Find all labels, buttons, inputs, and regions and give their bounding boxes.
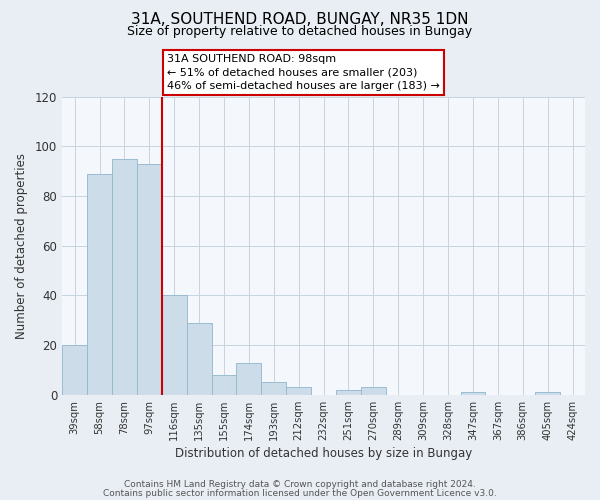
Bar [87,174,112,395]
Bar [262,382,286,395]
Text: Contains public sector information licensed under the Open Government Licence v3: Contains public sector information licen… [103,488,497,498]
Bar [62,345,87,395]
Bar [461,392,485,395]
Bar [137,164,162,395]
Bar [535,392,560,395]
Text: Size of property relative to detached houses in Bungay: Size of property relative to detached ho… [127,25,473,38]
Text: 31A, SOUTHEND ROAD, BUNGAY, NR35 1DN: 31A, SOUTHEND ROAD, BUNGAY, NR35 1DN [131,12,469,28]
Y-axis label: Number of detached properties: Number of detached properties [15,152,28,338]
X-axis label: Distribution of detached houses by size in Bungay: Distribution of detached houses by size … [175,447,472,460]
Bar [236,362,262,395]
Bar [361,388,386,395]
Bar [286,388,311,395]
Bar [187,322,212,395]
Bar [112,158,137,395]
Bar [212,375,236,395]
Bar [162,296,187,395]
Text: Contains HM Land Registry data © Crown copyright and database right 2024.: Contains HM Land Registry data © Crown c… [124,480,476,489]
Text: 31A SOUTHEND ROAD: 98sqm
← 51% of detached houses are smaller (203)
46% of semi-: 31A SOUTHEND ROAD: 98sqm ← 51% of detach… [167,54,440,90]
Bar [336,390,361,395]
